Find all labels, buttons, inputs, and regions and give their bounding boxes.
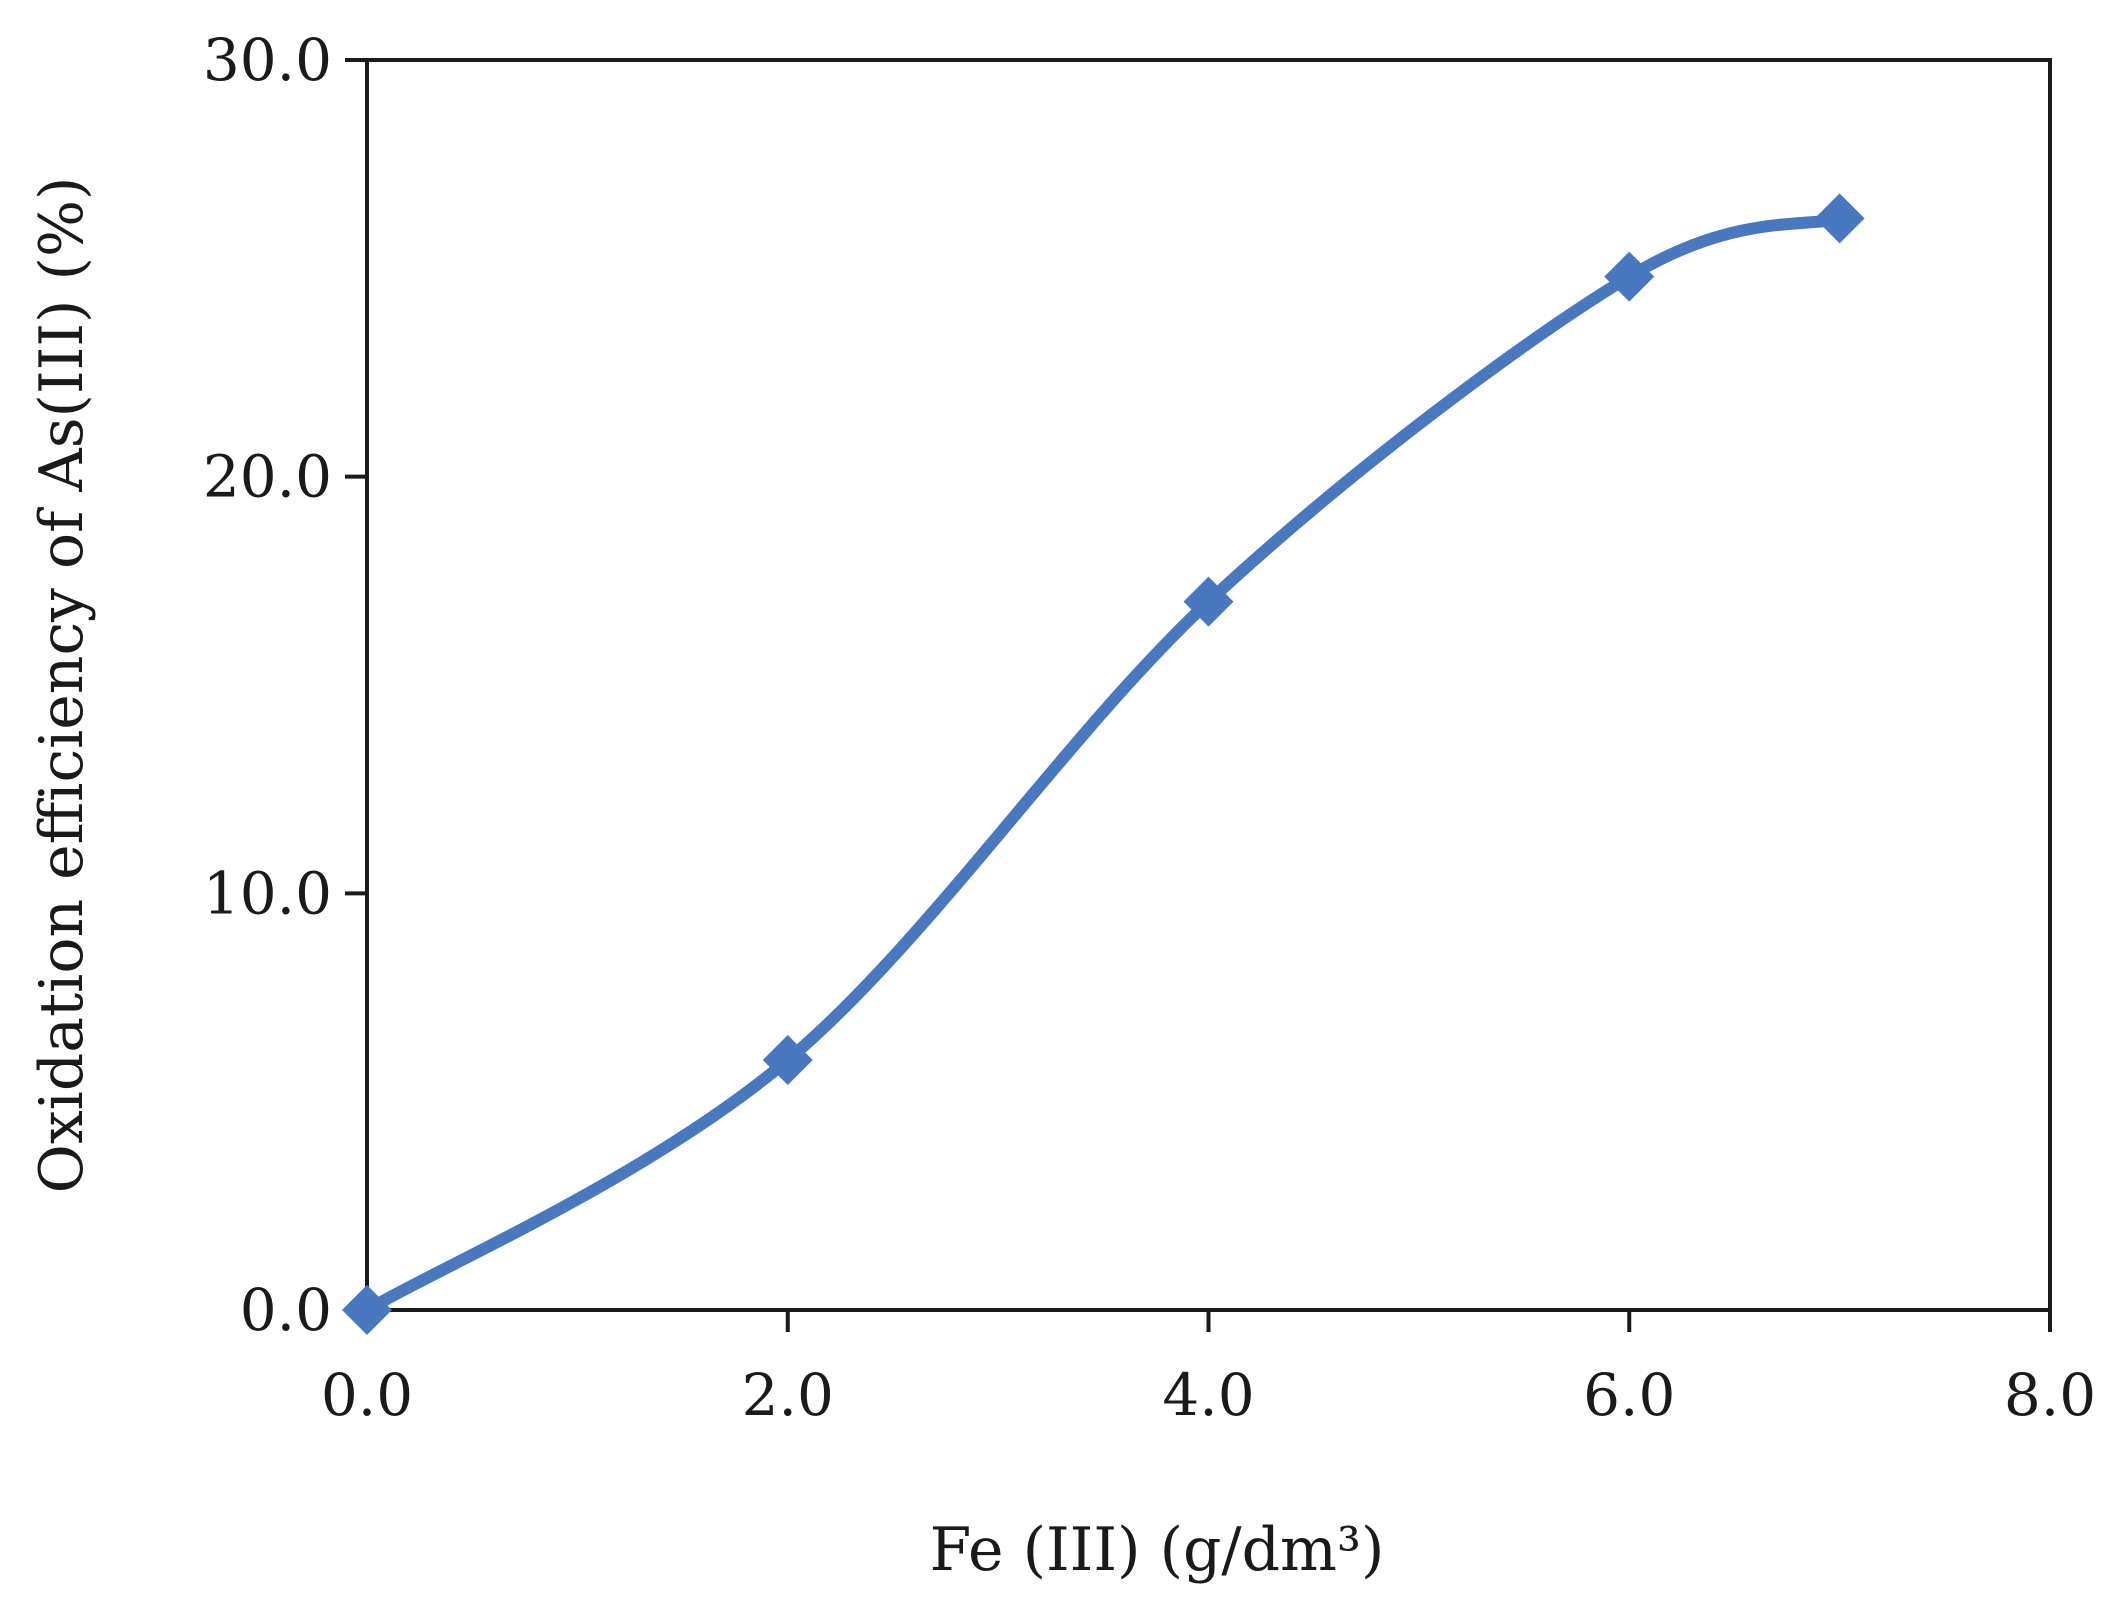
x-tick-label: 6.0: [1583, 1361, 1675, 1429]
y-tick-label: 10.0: [203, 859, 332, 927]
y-tick-label: 20.0: [203, 443, 332, 511]
x-axis-ticks: 0.0 2.0 4.0 6.0 8.0: [321, 1310, 2096, 1429]
data-point-marker: [1183, 576, 1234, 627]
y-axis-ticks: 0.0 10.0 20.0 30.0: [203, 26, 367, 1344]
data-point-marker: [762, 1035, 813, 1085]
data-point-marker: [1814, 193, 1865, 244]
x-tick-label: 0.0: [321, 1361, 413, 1429]
x-tick-label: 2.0: [742, 1361, 834, 1429]
y-tick-label: 30.0: [203, 26, 332, 94]
y-axis-title: Oxidation efficiency of As(III) (%): [27, 177, 97, 1194]
x-tick-label: 8.0: [2004, 1361, 2096, 1429]
data-point-marker: [1604, 251, 1655, 302]
x-axis-title: Fe (III) (g/dm³): [930, 1515, 1385, 1585]
series-layer: [342, 193, 1865, 1335]
series-line: [361, 212, 1846, 1316]
y-tick-label: 0.0: [240, 1276, 332, 1344]
x-tick-label: 4.0: [1162, 1361, 1254, 1429]
data-point-marker: [342, 1285, 392, 1335]
plot-frame: [365, 58, 2052, 1312]
